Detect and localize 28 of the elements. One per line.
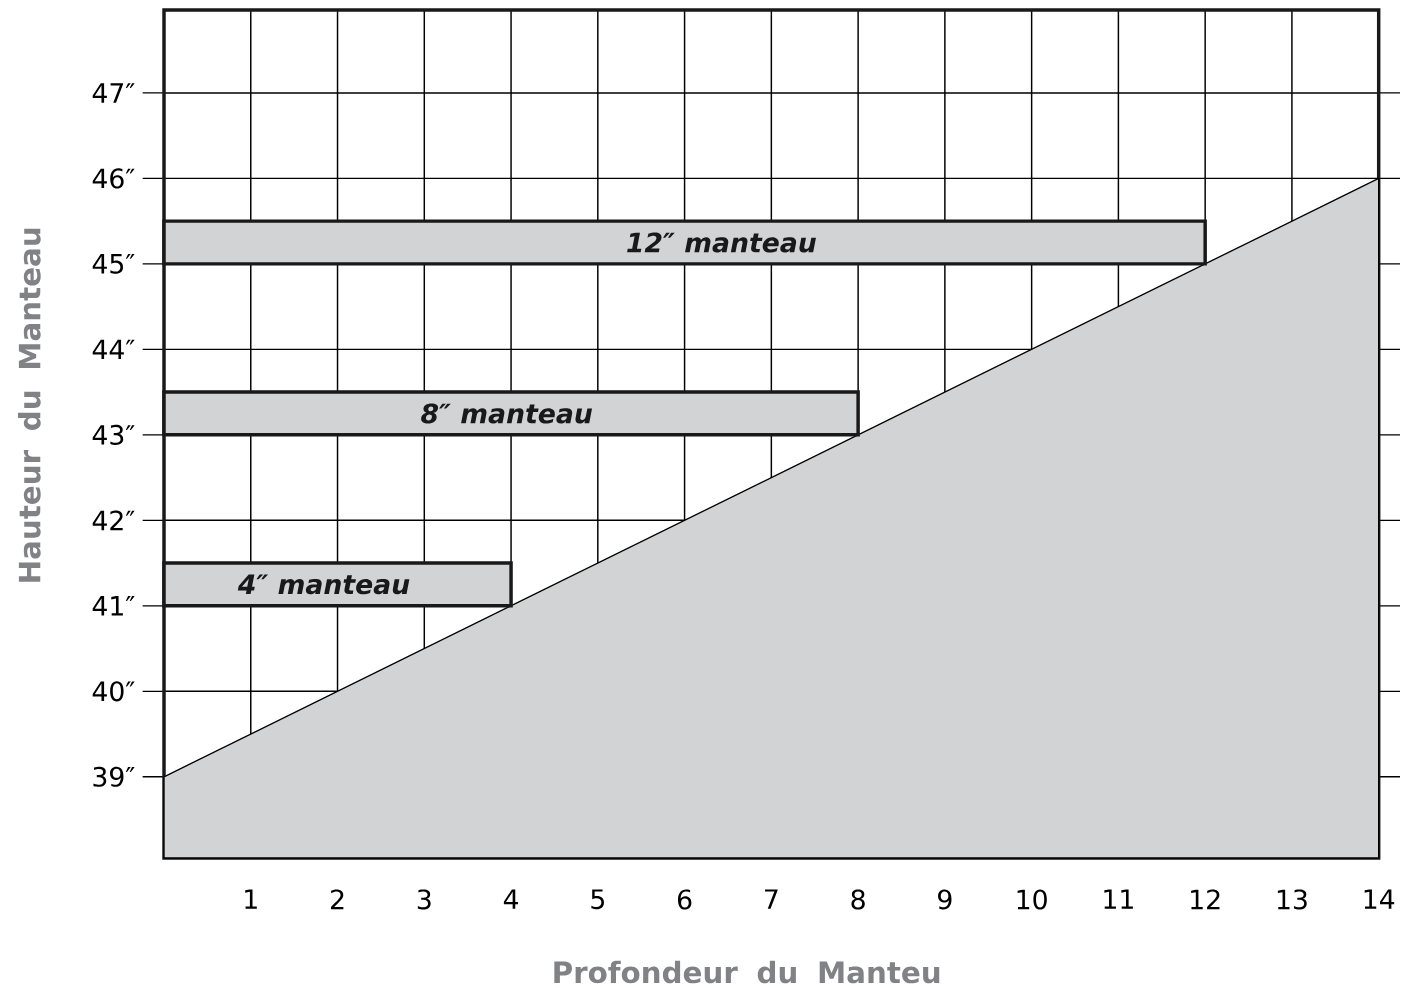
y-tick-label: 44″	[92, 339, 135, 360]
x-tick-label: 7	[765, 889, 778, 909]
y-tick-label: 47″	[92, 83, 135, 103]
x-axis-title: Profondeur du Manteu	[554, 960, 940, 984]
x-tick-label: 13	[1277, 889, 1307, 910]
x-tick-label: 5	[591, 889, 604, 910]
x-tick-label: 8	[851, 889, 865, 910]
y-tick-label: 41″	[92, 596, 135, 616]
x-tick-label: 6	[677, 889, 692, 910]
x-tick-label: 12	[1191, 889, 1220, 910]
annotation: 12″ manteau	[627, 232, 816, 253]
y-tick-label: 39″	[93, 766, 135, 787]
y-tick-label: 40″	[92, 681, 135, 702]
x-tick-label: 1	[245, 889, 257, 909]
x-tick-label: 14	[1364, 889, 1395, 909]
y-tick-label: 45″	[92, 253, 135, 274]
annotation: 4″ manteau	[237, 574, 410, 595]
y-tick-label: 43″	[92, 424, 135, 445]
y-axis-title: Hauteur du Manteau	[17, 228, 41, 582]
y-tick-label: 46″	[92, 168, 135, 189]
x-tick-label: 10	[1017, 889, 1047, 910]
x-tick-label: 11	[1104, 889, 1133, 909]
annotation: 8″ manteau	[421, 403, 593, 424]
x-tick-label: 2	[330, 889, 344, 910]
x-tick-label: 3	[417, 889, 431, 910]
x-tick-label: 9	[938, 889, 952, 910]
y-tick-label: 42″	[92, 510, 135, 531]
x-tick-label: 4	[503, 889, 519, 909]
